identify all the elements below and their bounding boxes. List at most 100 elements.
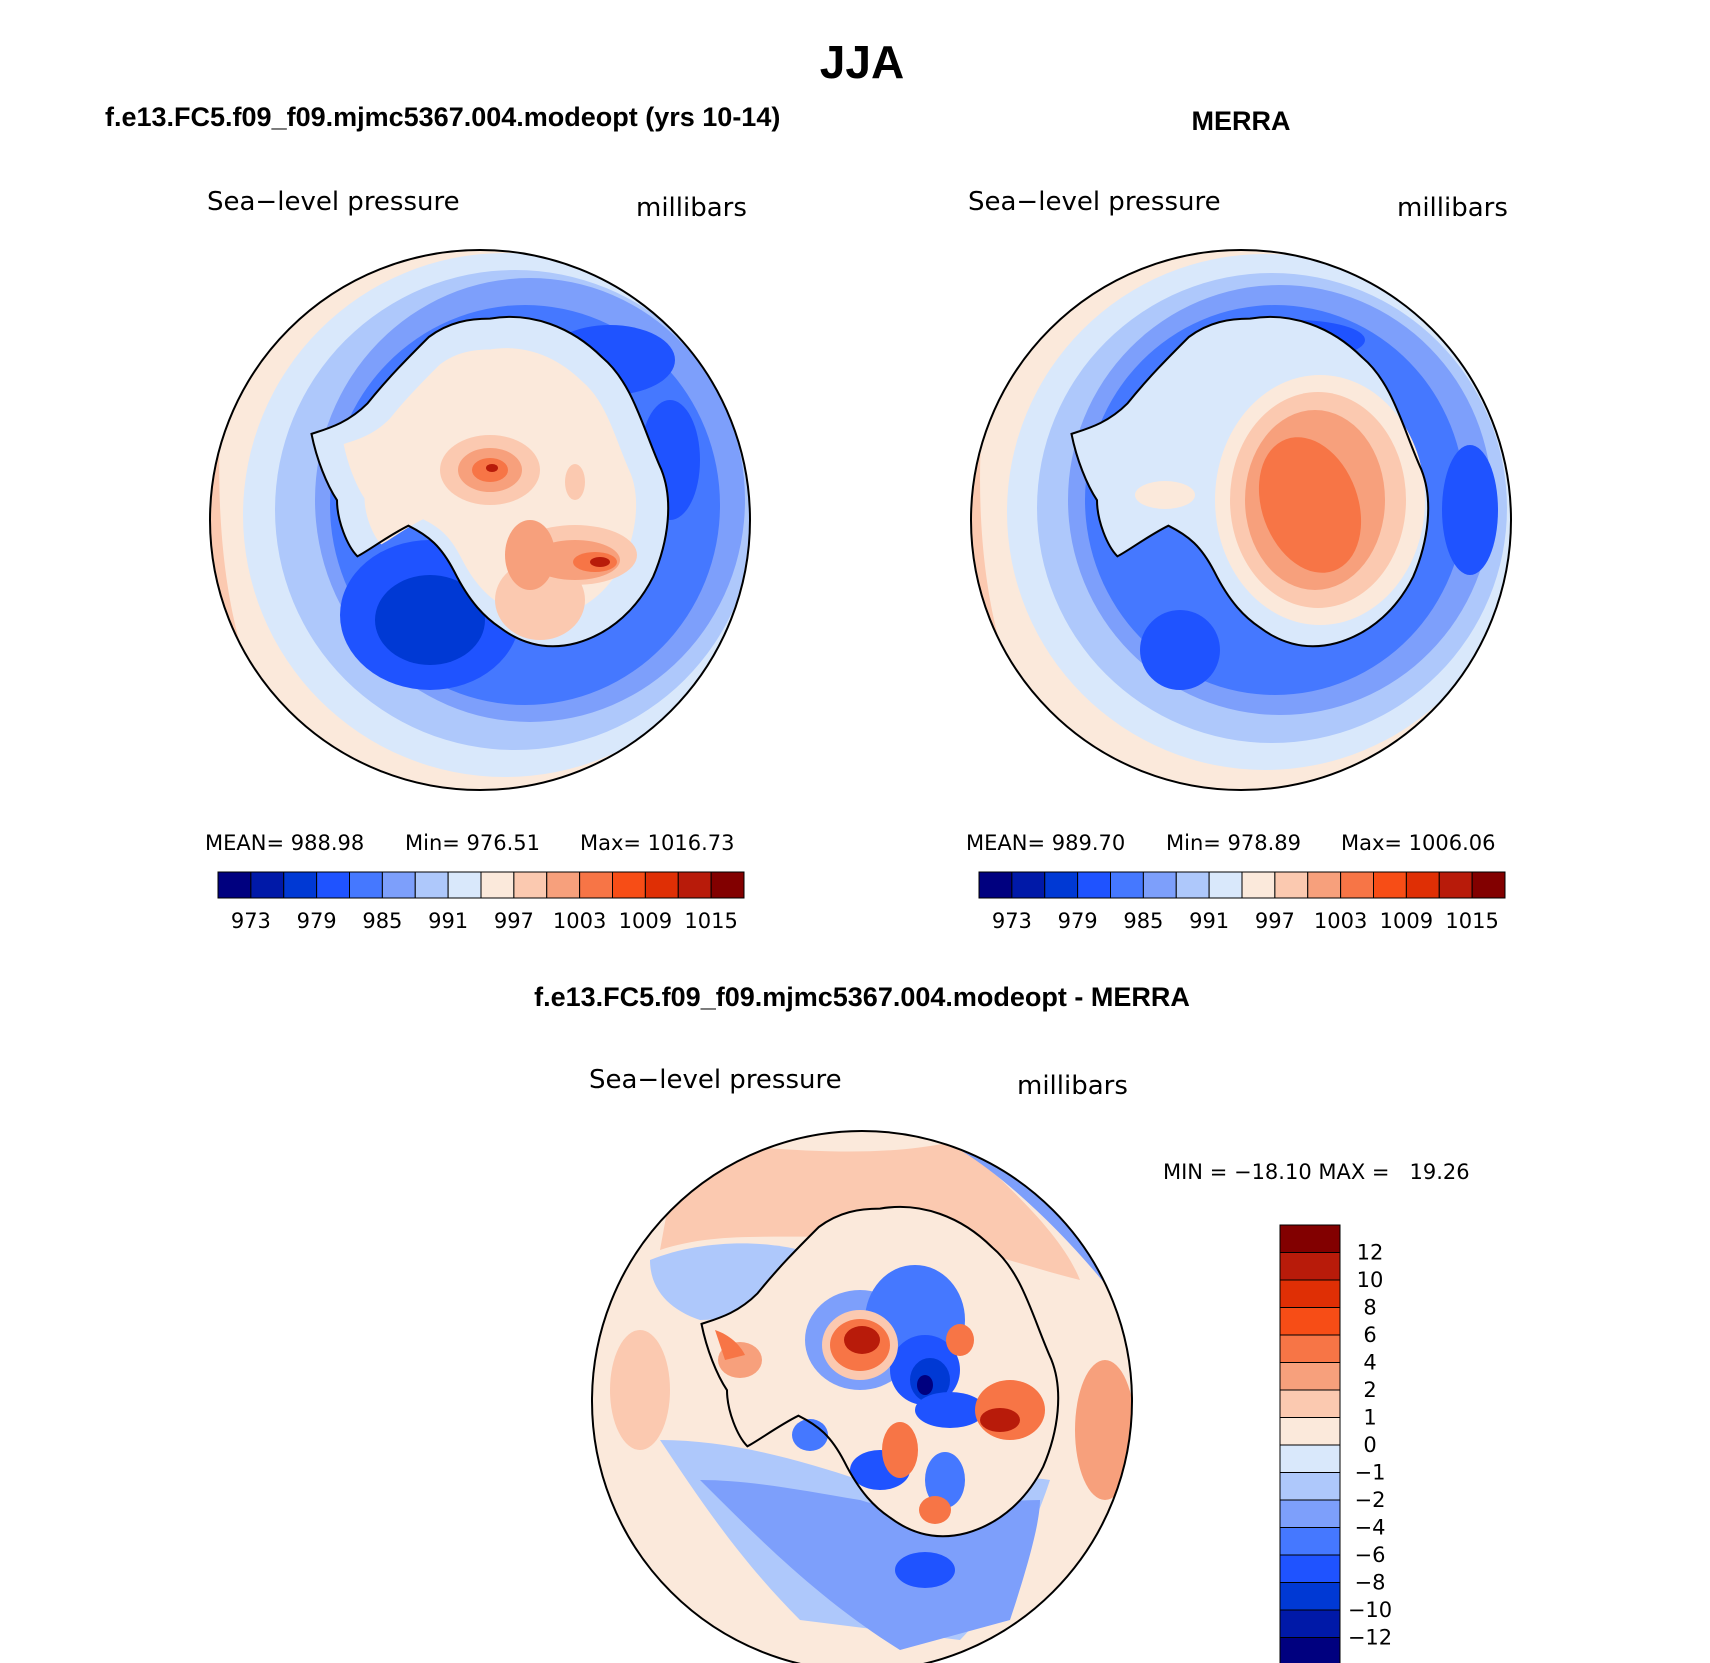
colorbar-diff-tick-label: −4	[1355, 1516, 1386, 1540]
panel-model-units: millibars	[636, 193, 747, 223]
colorbar-diff-swatch	[1279, 1582, 1341, 1611]
panel-model-mean: MEAN= 988.98	[205, 831, 364, 855]
panel-diff-variable: Sea−level pressure	[589, 1065, 842, 1095]
panel-diff-minmax: MIN = −18.10 MAX = 19.26	[1163, 1160, 1470, 1184]
figure-title: JJA	[820, 36, 904, 88]
colorbar-merra-swatch	[1307, 871, 1342, 899]
colorbar-model-swatch	[217, 871, 252, 899]
colorbar-model-tick-label: 997	[494, 909, 534, 933]
colorbar-diff-tick-label: 10	[1357, 1268, 1384, 1292]
colorbar-diff-swatch	[1279, 1252, 1341, 1281]
colorbar-merra-swatch	[1438, 871, 1473, 899]
colorbar-merra-tick-label: 1009	[1380, 909, 1433, 933]
colorbar-diff-swatch	[1279, 1224, 1341, 1253]
colorbar-merra-tick-label: 997	[1255, 909, 1295, 933]
colorbar-diff-tick-label: −6	[1355, 1543, 1386, 1567]
colorbar-model-swatch	[349, 871, 383, 899]
map-diff	[592, 1131, 1132, 1663]
colorbar-model-swatch	[447, 871, 482, 899]
colorbar-model-swatch	[316, 871, 350, 899]
colorbar-model-swatch	[381, 871, 416, 899]
colorbar-model-swatch	[283, 871, 318, 899]
colorbar-merra-swatch	[1340, 871, 1374, 899]
colorbar-merra-tick-label: 979	[1058, 909, 1098, 933]
colorbar-merra-swatch	[1175, 871, 1210, 899]
colorbar-model-tick-label: 985	[362, 909, 402, 933]
panel-merra-header: MERRA	[1192, 106, 1291, 136]
colorbar-merra-swatch	[1142, 871, 1177, 899]
colorbar-model-tick-label: 1003	[553, 909, 606, 933]
colorbar-model-tick-label: 991	[428, 909, 468, 933]
colorbar-merra-swatch	[1208, 871, 1243, 899]
colorbar-diff-swatch	[1279, 1499, 1341, 1528]
colorbar-merra-tick-label: 973	[992, 909, 1032, 933]
colorbar-model-swatch	[612, 871, 646, 899]
panel-diff-units: millibars	[1017, 1071, 1128, 1101]
colorbar-diff-swatch	[1279, 1417, 1341, 1446]
colorbar-diff-swatch	[1279, 1637, 1341, 1663]
colorbar-model-swatch	[513, 871, 548, 899]
colorbar-diff-swatch	[1279, 1527, 1341, 1556]
panel-model-min: Min= 976.51	[405, 831, 540, 855]
colorbar-diff-tick-label: 0	[1363, 1433, 1376, 1457]
colorbar-diff-tick-label: −1	[1355, 1461, 1386, 1485]
colorbar-model-swatch	[644, 871, 679, 899]
panel-model-header: f.e13.FC5.f09_f09.mjmc5367.004.modeopt (…	[105, 102, 780, 132]
colorbar-merra-tick-label: 1003	[1314, 909, 1367, 933]
colorbar-model-tick-label: 1009	[619, 909, 672, 933]
panel-merra-variable: Sea−level pressure	[968, 187, 1221, 217]
colorbar-merra-swatch	[978, 871, 1013, 899]
colorbar-diff-swatch	[1279, 1307, 1341, 1336]
colorbar-model-tick-label: 979	[297, 909, 337, 933]
panel-merra-max: Max= 1006.06	[1341, 831, 1496, 855]
panel-diff-header: f.e13.FC5.f09_f09.mjmc5367.004.modeopt -…	[534, 982, 1190, 1012]
panel-model-max: Max= 1016.73	[580, 831, 735, 855]
colorbar-diff-tick-label: 1	[1363, 1406, 1376, 1430]
colorbar-diff-swatch	[1279, 1362, 1341, 1391]
colorbar-diff-swatch	[1279, 1389, 1341, 1418]
colorbar-model-swatch	[480, 871, 515, 899]
colorbar-diff-tick-label: −10	[1348, 1598, 1392, 1622]
colorbar-model-tick-label: 1015	[684, 909, 737, 933]
colorbar-merra-swatch	[1110, 871, 1144, 899]
colorbar-merra-swatch	[1405, 871, 1440, 899]
colorbar-model-swatch	[677, 871, 712, 899]
colorbar-merra-tick-label: 1015	[1445, 909, 1498, 933]
colorbar-model-swatch	[710, 871, 745, 899]
colorbar-diff-swatch	[1279, 1554, 1341, 1583]
colorbar-diff-swatch	[1279, 1279, 1341, 1308]
colorbar-merra-swatch	[1373, 871, 1407, 899]
colorbar-diff-tick-label: −8	[1355, 1571, 1386, 1595]
colorbar-merra-swatch	[1077, 871, 1111, 899]
colorbar-model-swatch	[414, 871, 449, 899]
colorbar-model-tick-label: 973	[231, 909, 271, 933]
colorbar-merra-swatch	[1011, 871, 1046, 899]
colorbar-diff-tick-label: 12	[1357, 1241, 1384, 1265]
colorbar-merra-swatch	[1241, 871, 1276, 899]
colorbar-diff-tick-label: 8	[1363, 1296, 1376, 1320]
colorbar-diff-swatch	[1279, 1444, 1341, 1473]
colorbar-diff-tick-label: 6	[1363, 1323, 1376, 1347]
panel-merra-mean: MEAN= 989.70	[966, 831, 1125, 855]
colorbar-diff-swatch	[1279, 1334, 1341, 1363]
panel-model-variable: Sea−level pressure	[207, 187, 460, 217]
colorbar-diff-tick-label: −12	[1348, 1626, 1392, 1650]
colorbar-merra: 973 979 985 991 997 1003 1009 1015	[978, 871, 1506, 933]
colorbar-merra-swatch	[1044, 871, 1079, 899]
colorbar-diff-tick-label: −2	[1355, 1488, 1386, 1512]
panel-model: f.e13.FC5.f09_f09.mjmc5367.004.modeopt (…	[105, 102, 780, 933]
colorbar-model-swatch	[546, 871, 581, 899]
panel-merra-min: Min= 978.89	[1166, 831, 1301, 855]
colorbar-model: 973 979 985 991 997 1003 1009 1015	[217, 871, 745, 933]
panel-merra-units: millibars	[1397, 193, 1508, 223]
colorbar-model-swatch	[579, 871, 613, 899]
colorbar-diff-tick-label: 4	[1363, 1351, 1376, 1375]
colorbar-diff-tick-label: 2	[1363, 1378, 1376, 1402]
colorbar-diff-swatch	[1279, 1609, 1341, 1638]
colorbar-diff-swatch	[1279, 1472, 1341, 1501]
panel-merra: MERRA Sea−level pressure millibars	[966, 106, 1512, 933]
colorbar-merra-tick-label: 985	[1123, 909, 1163, 933]
panel-diff: f.e13.FC5.f09_f09.mjmc5367.004.modeopt -…	[534, 982, 1470, 1663]
colorbar-merra-swatch	[1471, 871, 1506, 899]
